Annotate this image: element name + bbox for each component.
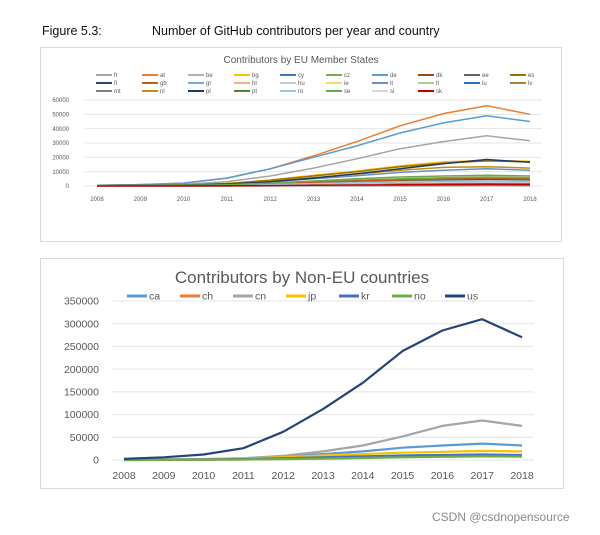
y-tick-label: 250000 (64, 341, 99, 353)
non-eu-chart: Contributors by Non-EU countries 0 50000 10… (40, 258, 564, 489)
x-tick-label: 2015 (391, 470, 415, 482)
legend-label-cy: cy (298, 73, 304, 79)
y-tick-label: 30000 (52, 141, 69, 147)
legend-label-bg: bg (252, 73, 259, 79)
legend-label-fr: fr (114, 73, 118, 79)
eu-chart-svg: Contributors by EU Member States 0 10000 20… (52, 55, 542, 203)
legend-label-fi: fi (114, 81, 117, 87)
legend-label-it: it (390, 81, 393, 87)
legend-label-at: at (160, 73, 165, 79)
x-tick-label: 2008 (112, 470, 136, 482)
x-tick-label: 2013 (311, 470, 335, 482)
figure-title: Number of GitHub contributors per year a… (152, 24, 440, 38)
legend-label-kr: kr (361, 291, 370, 303)
x-tick-label: 2009 (152, 470, 176, 482)
y-tick-label: 300000 (64, 318, 99, 330)
legend-label-gb: gb (160, 81, 167, 87)
x-tick-label: 2010 (177, 197, 191, 203)
legend-label-ee: ee (482, 73, 489, 79)
x-tick-label: 2018 (523, 197, 537, 203)
legend-label-cn: cn (255, 291, 266, 303)
x-tick-label: 2013 (307, 197, 321, 203)
y-tick-label: 0 (66, 184, 70, 190)
legend-label-lt: lt (436, 81, 439, 87)
y-tick-label: 100000 (64, 409, 99, 421)
legend-label-no: no (414, 291, 426, 303)
y-tick-label: 20000 (52, 155, 69, 161)
x-tick-label: 2017 (480, 197, 494, 203)
legend-label-ie: ie (344, 81, 349, 87)
y-tick-label: 50000 (70, 432, 99, 444)
eu-chart: Contributors by EU Member States 0 10000 20… (40, 47, 562, 242)
series-line-sk (96, 183, 531, 187)
legend-label-ro: ro (298, 89, 304, 95)
legend-label-cz: cz (344, 73, 350, 79)
legend-label-gr: gr (206, 81, 211, 87)
legend-label-de: de (390, 73, 397, 79)
x-tick-label: 2010 (192, 470, 216, 482)
legend-label-be: be (206, 73, 213, 79)
chart-title: Contributors by Non-EU countries (175, 268, 429, 287)
x-tick-label: 2016 (437, 197, 451, 203)
legend-label-lu: lu (482, 81, 487, 87)
legend-label-ch: ch (202, 291, 213, 303)
legend-label-us: us (467, 291, 478, 303)
legend-label-si: si (390, 89, 394, 95)
legend-label-ca: ca (149, 291, 160, 303)
legend-label-pt: pt (252, 89, 257, 95)
legend-label-hu: hu (298, 81, 305, 87)
legend-label-lv: lv (528, 81, 532, 87)
legend-label-se: se (344, 89, 351, 95)
figure-label: Figure 5.3: (42, 24, 102, 38)
legend-label-jp: jp (307, 291, 316, 303)
chart-title: Contributors by EU Member States (223, 55, 378, 66)
x-tick-label: 2011 (220, 197, 234, 203)
x-tick-label: 2014 (351, 470, 375, 482)
legend-label-es: es (528, 73, 534, 79)
series-line-no (123, 455, 523, 462)
x-tick-label: 2014 (350, 197, 364, 203)
x-tick-label: 2009 (134, 197, 148, 203)
y-tick-label: 40000 (52, 127, 69, 133)
legend-label-hr: hr (252, 81, 257, 87)
y-tick-label: 150000 (64, 387, 99, 399)
x-tick-label: 2012 (264, 197, 278, 203)
x-tick-label: 2017 (471, 470, 495, 482)
y-tick-label: 60000 (52, 98, 69, 104)
x-tick-label: 2018 (510, 470, 534, 482)
x-tick-label: 2008 (90, 197, 104, 203)
non-eu-chart-svg: Contributors by Non-EU countries 0 50000 10… (64, 268, 534, 482)
legend-label-sk: sk (436, 89, 443, 95)
legend-label-pl: pl (206, 89, 211, 95)
x-tick-label: 2016 (431, 470, 455, 482)
legend-label-nl: nl (160, 89, 165, 95)
series-line-at (96, 104, 531, 187)
y-tick-label: 50000 (52, 112, 69, 118)
y-tick-label: 200000 (64, 364, 99, 376)
legend-label-dk: dk (436, 73, 443, 79)
x-tick-label: 2012 (272, 470, 296, 482)
x-tick-label: 2015 (393, 197, 407, 203)
series-line-de (96, 115, 531, 187)
y-tick-label: 10000 (52, 170, 69, 176)
legend-label-mt: mt (114, 89, 121, 95)
watermark: CSDN @csdnopensource (432, 510, 570, 524)
y-tick-label: 350000 (64, 296, 99, 308)
y-tick-label: 0 (93, 455, 99, 467)
x-tick-label: 2011 (232, 470, 255, 482)
series-line-us (123, 318, 523, 460)
